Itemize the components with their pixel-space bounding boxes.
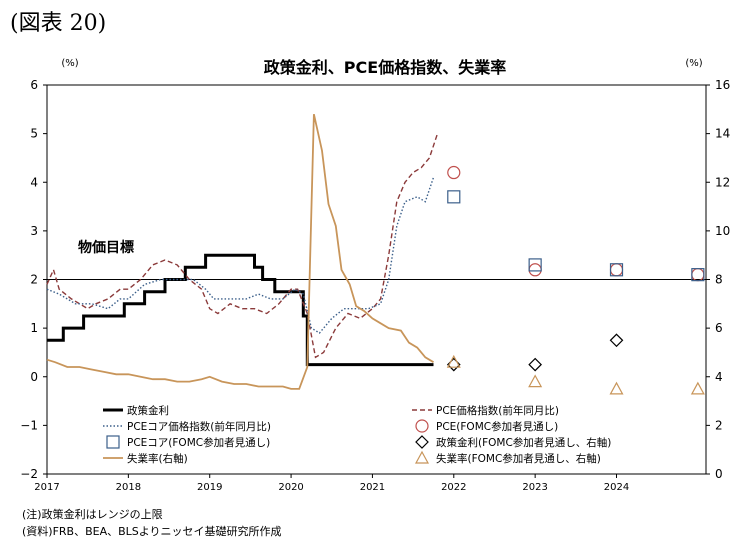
left-tick-label: 3 (30, 224, 38, 238)
pce-fomc-marker (447, 165, 461, 180)
left-tick-label: 5 (30, 127, 38, 141)
left-axis-unit: (%) (61, 58, 78, 69)
pce-fomc-marker (691, 268, 705, 282)
right-tick-label: 4 (715, 370, 723, 384)
x-tick-label: 2018 (116, 482, 141, 493)
legend-label: PCE(FOMC参加者見通し) (436, 420, 558, 433)
right-tick-label: 14 (715, 127, 730, 141)
x-tick-label: 2017 (34, 482, 59, 493)
legend-label: 失業率(FOMC参加者見通し、右軸) (436, 452, 601, 465)
x-tick-label: 2022 (441, 482, 466, 493)
legend-label: PCEコア(FOMC参加者見通し) (127, 436, 270, 449)
right-tick-label: 0 (715, 467, 723, 481)
legend-label: PCE価格指数(前年同月比) (436, 404, 559, 417)
left-tick-label: 6 (30, 78, 38, 92)
right-axis-unit: (%) (685, 58, 702, 69)
unemployment-fomc-marker (609, 381, 624, 395)
right-tick-label: 2 (715, 418, 723, 432)
x-tick-label: 2023 (522, 482, 547, 493)
policy-rate-fomc-marker (609, 333, 624, 348)
policy-rate-line (47, 253, 434, 367)
unemployment-fomc-marker (446, 354, 461, 368)
unemployment-line (46, 114, 434, 390)
left-tick-label: 0 (30, 370, 38, 384)
right-tick-label: 12 (715, 175, 730, 189)
legend-swatch-triangle (414, 450, 430, 464)
legend-label: PCEコア価格指数(前年同月比) (127, 420, 271, 433)
right-tick-label: 6 (715, 321, 723, 335)
legend-swatch-diamond (415, 435, 429, 449)
pce-core-fomc-marker (528, 258, 542, 272)
legend-swatch-square (106, 435, 120, 449)
pce-core-fomc-marker (447, 190, 461, 204)
pce-core-fomc-marker (691, 268, 705, 282)
x-tick-label: 2020 (278, 482, 303, 493)
target-annotation: 物価目標 (78, 239, 134, 256)
legend-label: 政策金利 (127, 404, 169, 417)
policy-rate-fomc-marker (528, 357, 542, 372)
legend-swatch-circle (415, 419, 429, 433)
unemployment-fomc-marker (528, 374, 543, 388)
right-tick-label: 16 (715, 78, 730, 92)
x-tick-label: 2024 (604, 482, 629, 493)
legend-label: 失業率(右軸) (127, 452, 188, 465)
left-tick-label: 2 (30, 273, 38, 287)
notes: (注)政策金利はレンジの上限 (資料)FRB、BEA、BLSよりニッセイ基礎研究… (22, 506, 282, 540)
unemployment-fomc-marker (690, 381, 705, 395)
left-tick-label: 1 (30, 321, 38, 335)
x-tick-label: 2021 (360, 482, 385, 493)
chart-title: 政策金利、PCE価格指数、失業率 (264, 58, 506, 77)
source-line: (資料)FRB、BEA、BLSよりニッセイ基礎研究所作成 (22, 525, 282, 538)
pce-fomc-marker (528, 263, 542, 277)
figure-label: (図表 20) (10, 11, 107, 36)
right-tick-label: 10 (715, 224, 730, 238)
chart: 政策金利、PCE価格指数、失業率(%) (%)6543210−1−21614121… (20, 58, 730, 493)
legend-label: 政策金利(FOMC参加者見通し、右軸) (436, 436, 611, 449)
left-tick-label: −1 (20, 418, 38, 432)
pce-line (46, 133, 439, 359)
x-tick-label: 2019 (197, 482, 222, 493)
left-tick-label: 4 (30, 175, 38, 189)
pce-fomc-marker (609, 263, 624, 277)
note-line: (注)政策金利はレンジの上限 (22, 508, 163, 521)
pce-core-fomc-marker (609, 263, 624, 277)
left-tick-label: −2 (20, 467, 38, 481)
right-tick-label: 8 (715, 273, 723, 287)
